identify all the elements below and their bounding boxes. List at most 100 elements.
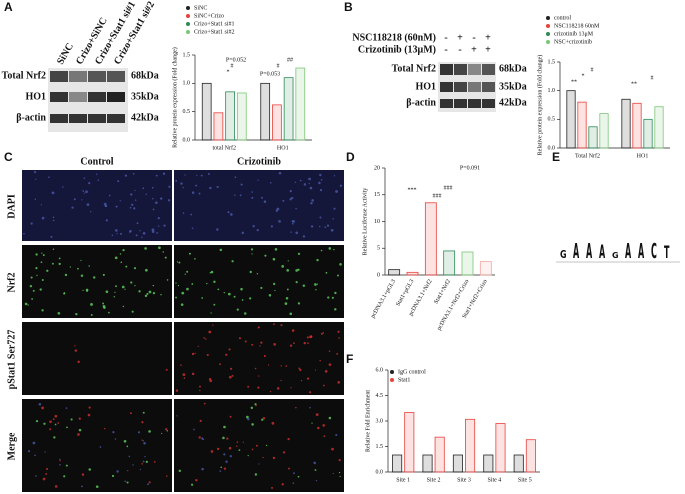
cell-dot (311, 422, 313, 424)
legend-marker (186, 22, 190, 26)
cell-dot (310, 202, 313, 205)
cell-dot (40, 261, 43, 264)
cell-dot (180, 303, 184, 306)
cell-dot (261, 418, 264, 421)
cell-dot (246, 415, 249, 419)
cell-dot (93, 276, 96, 279)
cell-dot (286, 288, 289, 291)
cell-dot (30, 276, 33, 279)
cell-dot (124, 480, 127, 483)
legend-marker (186, 30, 190, 34)
sign: + (485, 32, 491, 43)
cell-dot (315, 289, 317, 291)
cell-dot (264, 254, 267, 257)
cell-dot (309, 391, 312, 394)
cell-dot (223, 292, 225, 294)
bar (632, 102, 642, 149)
annotation: # (231, 63, 234, 69)
cell-dot (58, 257, 61, 260)
cell-dot (229, 415, 232, 418)
cell-dot (82, 289, 84, 291)
cell-dot (34, 198, 37, 200)
size-label: 35kDa (499, 81, 527, 92)
cell-dot (241, 299, 244, 301)
cell-dot (155, 174, 158, 177)
panel-label: B (344, 0, 353, 14)
cell-dot (339, 475, 341, 478)
cell-dot (290, 387, 292, 389)
cell-dot (125, 265, 128, 268)
cell-dot (41, 406, 44, 410)
cell-dot (83, 192, 85, 194)
cell-dot (206, 282, 208, 285)
cell-dot (102, 302, 105, 305)
cell-dot (315, 479, 318, 482)
cell-dot (36, 274, 38, 277)
cell-dot (35, 475, 37, 477)
row-label: Merge (6, 432, 17, 460)
micrograph (174, 245, 344, 318)
y-tick-label: 1.5 (376, 444, 384, 450)
cell-dot (70, 418, 73, 421)
cell-dot (281, 483, 284, 486)
cell-dot (131, 310, 134, 313)
y-axis-label: Relative Fold Enrichment (365, 390, 371, 452)
cell-dot (271, 421, 275, 425)
cell-dot (142, 411, 145, 414)
cell-dot (133, 267, 137, 270)
cell-dot (225, 353, 228, 356)
cell-dot (88, 468, 91, 471)
cell-dot (52, 219, 55, 222)
cell-dot (114, 229, 118, 232)
cell-dot (166, 475, 168, 477)
y-tick-label: 3.0 (376, 418, 384, 424)
cell-dot (77, 267, 79, 270)
cell-dot (251, 253, 253, 255)
cell-dot (265, 444, 268, 447)
legend-label: Crizo+Stat1 si#2 (194, 29, 235, 35)
sign: - (458, 44, 461, 55)
legend-label: NSC118218 60nM (554, 23, 600, 29)
cell-dot (324, 226, 327, 228)
cell-dot (178, 261, 181, 264)
sign: - (472, 32, 475, 43)
cell-dot (260, 341, 263, 344)
cell-dot (299, 368, 302, 372)
cell-dot (247, 417, 250, 421)
cell-dot (148, 481, 151, 484)
cell-dot (129, 229, 132, 233)
bar (236, 92, 247, 141)
bar (599, 113, 609, 149)
cell-dot (190, 213, 193, 216)
cell-dot (130, 193, 133, 196)
cell-dot (54, 414, 58, 418)
cell-dot (272, 456, 276, 460)
cell-dot (201, 437, 204, 440)
cell-dot (223, 467, 227, 470)
cell-dot (141, 421, 144, 424)
cell-dot (198, 436, 201, 439)
cell-dot (262, 456, 264, 459)
cell-dot (23, 232, 25, 235)
cell-dot (234, 176, 237, 179)
cell-dot (314, 283, 317, 286)
y-tick-label: 1.0 (183, 81, 191, 87)
cell-dot (231, 260, 234, 263)
cell-dot (337, 381, 341, 384)
cell-dot (210, 270, 214, 274)
cell-dot (142, 232, 146, 235)
cell-dot (309, 186, 313, 190)
y-tick-label: 1.5 (548, 59, 556, 65)
cell-dot (216, 185, 219, 189)
cell-dot (95, 485, 99, 488)
cell-dot (34, 454, 36, 457)
cell-dot (129, 206, 132, 209)
row-label: β-actin (16, 112, 46, 123)
cell-dot (228, 348, 231, 351)
cell-dot (295, 269, 298, 272)
cell-dot (191, 227, 194, 230)
cell-dot (114, 256, 118, 260)
cell-dot (334, 308, 337, 311)
cell-dot (318, 225, 321, 228)
annotation: * (582, 73, 585, 79)
